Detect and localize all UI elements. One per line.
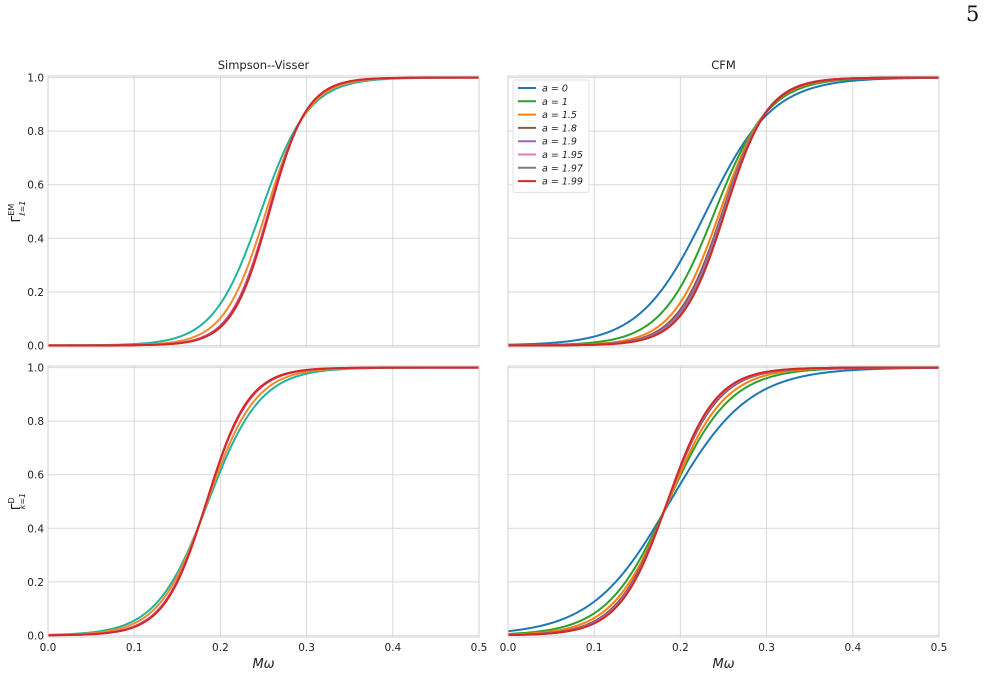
- legend-label: a = 1.99: [542, 177, 583, 188]
- chart-title: CFM: [711, 58, 736, 72]
- chart-panel-4: 0.0 0.1 0.2 0.3 0.4 0.5 Mω: [500, 365, 948, 672]
- y-tick-label: 0.8: [27, 126, 44, 138]
- chart-title: Simpson--Visser: [218, 58, 310, 72]
- x-tick-label: 0.0: [40, 642, 57, 654]
- x-tick-label: 0.1: [586, 642, 603, 654]
- y-tick-label: 0.2: [27, 287, 44, 299]
- y-tick-label: 0.6: [27, 470, 44, 482]
- x-tick-label: 0.2: [672, 642, 689, 654]
- y-tick-label: 0.0: [27, 630, 44, 642]
- legend-label: a = 1.8: [542, 123, 577, 134]
- x-tick-label: 0.1: [126, 642, 143, 654]
- series-line: [507, 366, 939, 637]
- x-axis-label: Mω: [252, 657, 274, 672]
- y-axis-label: ΓD k=1: [7, 493, 27, 510]
- x-tick-label: 0.0: [500, 642, 517, 654]
- plot-frame: [47, 365, 480, 638]
- legend-box: [512, 79, 590, 193]
- legend-label: a = 1.9: [542, 137, 577, 148]
- series-line: [47, 366, 479, 637]
- y-tick-label: 0.8: [27, 416, 44, 428]
- chart-panel-3: 0.0 0.1 0.2 0.3 0.4 0.5 0.0 0.2 0.4 0.6 0.8 1.0 Mω ΓD…: [7, 363, 487, 672]
- series-line: [507, 366, 940, 633]
- legend-label: a = 1.5: [542, 110, 577, 121]
- plot-area: [508, 366, 939, 637]
- y-axis-label: ΓEM ℓ=1: [7, 201, 27, 223]
- x-axis-label: Mω: [712, 657, 734, 672]
- x-tick-label: 0.3: [758, 642, 775, 654]
- x-tick-label: 0.5: [471, 642, 488, 654]
- legend-label: a = 1.97: [542, 163, 583, 174]
- chart-panel-1: 0.0 0.2 0.4 0.6 0.8 1.0 Simpson--Visser ΓEM ℓ=1: [7, 58, 480, 352]
- plot-frame: [47, 75, 480, 348]
- x-tick-label: 0.3: [298, 642, 315, 654]
- legend-label: a = 0: [542, 84, 568, 95]
- x-tick-label: 0.5: [931, 642, 948, 654]
- y-tick-label: 1.0: [27, 363, 44, 375]
- plot-area: [48, 366, 479, 637]
- plot-frame: [507, 75, 940, 348]
- plot-area: [48, 76, 479, 347]
- x-tick-label: 0.2: [212, 642, 229, 654]
- plot-frame: [507, 365, 940, 638]
- legend-label: a = 1: [542, 97, 568, 108]
- x-tick-label: 0.4: [844, 642, 861, 654]
- x-tick-label: 0.4: [384, 642, 401, 654]
- series-line: [507, 76, 940, 346]
- y-tick-label: 1.0: [27, 73, 44, 85]
- legend-label: a = 1.95: [542, 150, 583, 161]
- y-tick-label: 0.0: [27, 340, 44, 352]
- series-line: [508, 76, 939, 347]
- series-line: [48, 76, 479, 347]
- y-tick-label: 0.4: [27, 523, 44, 535]
- page-number: 5: [966, 2, 980, 26]
- y-tick-label: 0.4: [27, 233, 44, 245]
- y-tick-label: 0.6: [27, 180, 44, 192]
- legend: a = 0 a = 1 a = 1.5 a = 1.8 a = 1.9 a = 1.95 a…: [512, 79, 590, 193]
- chart-panel-2: CFM a = 0 a = 1 a = 1.5 a = 1.8 a = 1.9 a = 1.…: [507, 58, 940, 348]
- y-tick-label: 0.2: [27, 577, 44, 589]
